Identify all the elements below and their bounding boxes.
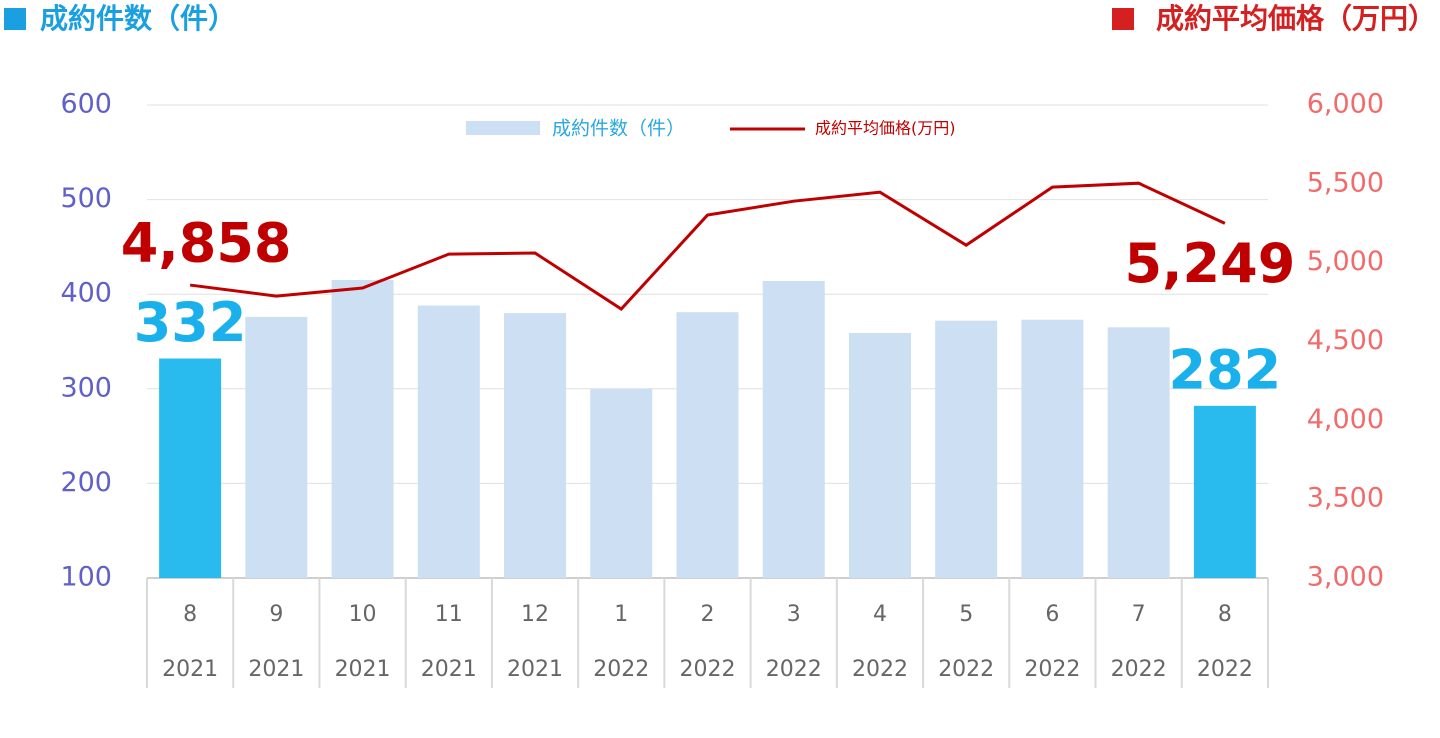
- bar: [417, 305, 480, 578]
- legend-label: 成約件数（件）: [552, 118, 685, 140]
- bar: [159, 358, 222, 578]
- y2-tick-label: 3,000: [1307, 562, 1384, 593]
- line: [189, 181, 1226, 311]
- y2-tick-label: 5,000: [1307, 246, 1384, 277]
- x-tick-label: 6: [1045, 602, 1059, 627]
- legend-swatch: [466, 121, 540, 135]
- bar: [1021, 319, 1084, 578]
- x-tick-year: 2022: [852, 657, 908, 682]
- y2-tick-label: 3,500: [1307, 483, 1384, 514]
- y2-tick-label: 6,000: [1307, 89, 1384, 120]
- bar: [1193, 405, 1256, 578]
- y-tick-label: 400: [60, 278, 112, 309]
- y-tick-label: 500: [60, 183, 112, 214]
- x-tick-label: 5: [959, 602, 973, 627]
- bar: [935, 320, 998, 578]
- x-tick-year: 2022: [1024, 657, 1080, 682]
- x-tick-label: 7: [1132, 602, 1146, 627]
- x-tick-year: 2022: [766, 657, 822, 682]
- x-tick-label: 8: [1218, 602, 1232, 627]
- y-axis-title: 成約件数（件）: [40, 2, 236, 35]
- x-tick-year: 2022: [680, 657, 736, 682]
- bar: [245, 316, 308, 578]
- bar: [848, 332, 911, 578]
- x-tick-year: 2021: [421, 657, 477, 682]
- y2-axis-title: 成約平均価格（万円）: [1156, 2, 1436, 35]
- x-tick-year: 2022: [593, 657, 649, 682]
- x-tick-label: 12: [521, 602, 549, 627]
- x-tick-label: 4: [873, 602, 887, 627]
- y2-tick-label: 4,000: [1307, 404, 1384, 435]
- y-tick-label: 100: [60, 562, 112, 593]
- x-tick-label: 1: [614, 602, 628, 627]
- title-marker: [4, 8, 26, 30]
- y2-tick-label: 5,500: [1307, 167, 1384, 198]
- data-label: 5,249: [1124, 232, 1295, 295]
- y-tick-label: 600: [60, 89, 112, 120]
- x-tick-year: 2021: [507, 657, 563, 682]
- y-tick-label: 300: [60, 372, 112, 403]
- x-tick-year: 2021: [335, 657, 391, 682]
- bar: [590, 388, 653, 578]
- bar: [762, 280, 825, 578]
- bar: [504, 313, 567, 578]
- x-tick-year: 2022: [1197, 657, 1253, 682]
- legend-label: 成約平均価格(万円): [815, 119, 956, 138]
- bar: [331, 280, 394, 578]
- x-tick-label: 11: [435, 602, 463, 627]
- y2-tick-label: 4,500: [1307, 325, 1384, 356]
- data-label: 282: [1169, 338, 1282, 401]
- bar: [676, 312, 739, 578]
- x-tick-label: 10: [349, 602, 377, 627]
- x-tick-year: 2021: [162, 657, 218, 682]
- data-label: 4,858: [121, 212, 292, 275]
- x-tick-label: 3: [787, 602, 801, 627]
- x-tick-year: 2022: [1111, 657, 1167, 682]
- x-tick-label: 8: [183, 602, 197, 627]
- data-label: 332: [134, 291, 247, 354]
- x-tick-label: 2: [701, 602, 715, 627]
- y-tick-label: 200: [60, 467, 112, 498]
- title-marker: [1112, 8, 1134, 30]
- x-tick-label: 9: [269, 602, 283, 627]
- x-tick-year: 2022: [938, 657, 994, 682]
- x-tick-year: 2021: [248, 657, 304, 682]
- bar: [1107, 327, 1170, 578]
